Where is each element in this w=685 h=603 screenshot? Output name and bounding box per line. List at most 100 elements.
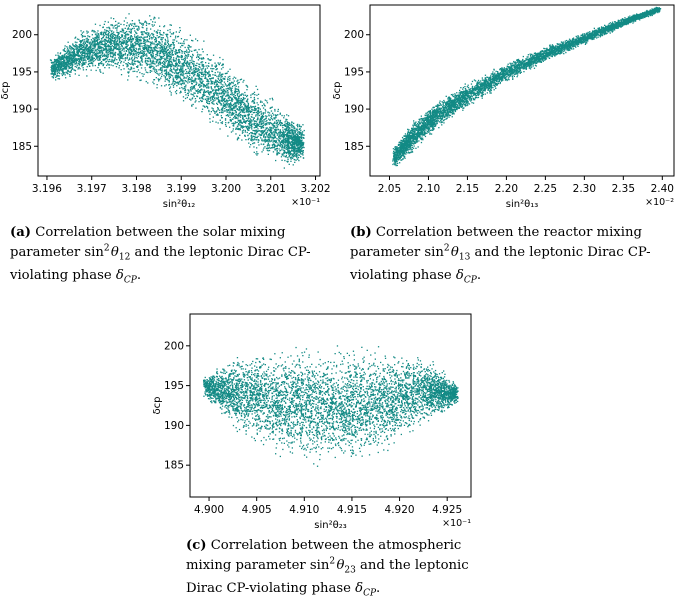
data-point: [297, 123, 299, 126]
data-point: [160, 37, 163, 39]
data-point: [110, 64, 112, 66]
data-point: [255, 111, 258, 114]
data-point: [230, 82, 232, 84]
data-point: [283, 131, 285, 134]
data-point: [137, 43, 139, 45]
data-point: [300, 139, 302, 142]
data-point: [117, 36, 119, 38]
data-point: [73, 45, 75, 47]
data-point: [127, 44, 129, 46]
data-point: [89, 57, 91, 59]
data-point: [227, 78, 229, 80]
data-point: [99, 42, 101, 44]
data-point: [293, 126, 295, 128]
data-point: [179, 77, 181, 80]
data-point: [229, 75, 231, 78]
data-point: [105, 39, 107, 42]
data-point: [241, 125, 244, 127]
data-point: [223, 104, 225, 106]
data-point: [142, 47, 144, 49]
data-point: [92, 52, 94, 54]
data-point: [103, 45, 106, 47]
data-point: [253, 133, 255, 135]
data-point: [99, 41, 101, 43]
data-point: [288, 122, 290, 124]
data-point: [201, 63, 203, 65]
data-point: [281, 140, 283, 142]
data-point: [279, 129, 281, 131]
data-point: [143, 48, 145, 51]
data-point: [159, 58, 161, 60]
data-point: [89, 41, 91, 43]
data-point: [300, 133, 303, 136]
data-point: [54, 73, 56, 76]
data-point: [187, 62, 189, 64]
data-point: [90, 48, 92, 51]
data-point: [171, 43, 173, 46]
data-point: [245, 120, 247, 123]
data-point: [263, 135, 265, 137]
data-point: [135, 40, 137, 43]
data-point: [81, 35, 84, 37]
data-point: [283, 167, 285, 169]
data-point: [208, 74, 210, 76]
data-point: [284, 134, 286, 136]
data-point: [220, 89, 222, 91]
data-point: [228, 112, 230, 114]
data-point: [262, 116, 264, 119]
data-point: [97, 59, 99, 61]
data-point: [250, 121, 252, 124]
data-point: [77, 63, 79, 65]
data-point: [200, 68, 202, 70]
data-point: [99, 32, 102, 34]
data-point: [230, 89, 232, 92]
data-point: [227, 92, 229, 94]
data-point: [66, 70, 69, 72]
data-point: [153, 68, 155, 70]
data-point: [288, 127, 290, 129]
data-point: [107, 53, 109, 56]
data-point: [153, 79, 156, 81]
data-point: [93, 54, 96, 56]
data-point: [277, 119, 279, 121]
data-point: [298, 154, 300, 156]
data-point: [207, 75, 210, 78]
data-point: [218, 100, 220, 102]
data-point: [118, 37, 120, 39]
data-point: [170, 92, 172, 94]
data-point: [212, 92, 215, 94]
data-point: [135, 60, 137, 62]
data-point: [53, 69, 55, 71]
data-point: [207, 85, 209, 87]
data-point: [265, 110, 267, 112]
data-point: [92, 65, 94, 67]
data-point: [109, 46, 111, 48]
data-point: [207, 65, 209, 67]
data-point: [160, 49, 163, 51]
data-point: [168, 60, 170, 62]
data-point: [268, 118, 270, 120]
data-point: [144, 54, 146, 57]
data-point: [58, 67, 60, 69]
data-point: [110, 41, 112, 43]
data-point: [287, 158, 289, 160]
data-point: [243, 121, 245, 123]
data-point: [274, 149, 276, 151]
data-point: [164, 69, 166, 71]
data-point: [129, 54, 131, 56]
data-point: [250, 96, 252, 99]
data-point: [261, 130, 263, 132]
data-point: [288, 124, 290, 126]
data-point: [181, 80, 183, 82]
data-point: [149, 59, 152, 61]
data-point: [245, 105, 247, 107]
data-point: [150, 42, 152, 44]
data-point: [159, 47, 162, 49]
data-point: [202, 71, 204, 73]
data-point: [52, 70, 55, 73]
data-point: [138, 44, 140, 47]
data-point: [165, 75, 168, 77]
data-point: [292, 132, 294, 134]
data-point: [161, 41, 163, 43]
data-point: [253, 142, 256, 144]
